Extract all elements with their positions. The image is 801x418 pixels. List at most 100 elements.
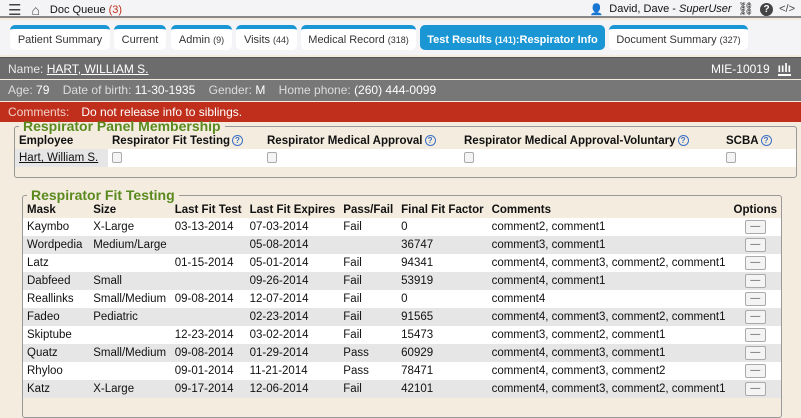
cell-final-fit-factor: 53919: [397, 272, 488, 290]
cell-comments: comment2, comment1: [487, 218, 730, 236]
employee-link[interactable]: Hart, William S.: [19, 152, 99, 164]
cell-size: [89, 362, 171, 380]
table-row: Rhyloo 09-01-2014 11-21-2014 Pass 78471 comme…: [23, 362, 781, 380]
cell-comments: comment4, comment3, comment2, comment1: [487, 380, 730, 398]
cell-options: —: [729, 380, 781, 398]
link-icon[interactable]: ⛓: [737, 1, 755, 16]
col-options: Options: [733, 204, 777, 216]
cell-last-fit-test: 01-15-2014: [170, 254, 246, 272]
cell-mask: Fadeo: [23, 308, 90, 326]
tab-medical-record[interactable]: Medical Record (318): [301, 25, 416, 50]
table-row: Fadeo Pediatric 02-23-2014 Fail 91565 comment…: [23, 308, 781, 326]
cell-options: —: [729, 326, 781, 344]
cell-comments: comment4: [487, 290, 730, 308]
cell-last-fit-expires: 11-21-2014: [245, 362, 340, 380]
cell-final-fit-factor: 78471: [397, 362, 488, 380]
cell-last-fit-expires: 12-06-2014: [245, 380, 340, 398]
patient-name-bar: Name: HART, WILLIAM S. MIE-10019 ıılı: [0, 57, 801, 79]
options-button[interactable]: —: [744, 310, 766, 324]
cell-last-fit-expires: 03-02-2014: [245, 326, 340, 344]
user-role: SuperUser: [679, 3, 732, 15]
patient-phone: (260) 444-0099: [354, 83, 437, 97]
cell-comments: comment4, comment3, comment2: [487, 362, 730, 380]
medical-voluntary-checkbox[interactable]: [464, 152, 474, 164]
tab-current[interactable]: Current: [114, 25, 166, 50]
cell-pass-fail: Pass: [339, 344, 398, 362]
cell-final-fit-factor: 91565: [397, 308, 488, 326]
fit-testing-checkbox[interactable]: [112, 152, 122, 164]
chart-icon[interactable]: ıılı: [777, 60, 791, 76]
patient-age: 79: [36, 83, 50, 97]
cell-last-fit-expires: 09-26-2014: [245, 272, 340, 290]
doc-queue-label: Doc Queue: [49, 4, 106, 16]
options-button[interactable]: —: [744, 382, 766, 396]
menu-icon[interactable]: ☰: [8, 2, 22, 19]
col-mask: Mask: [27, 204, 56, 216]
tab-admin[interactable]: Admin (9): [171, 25, 232, 50]
cell-mask: Latz: [23, 254, 90, 272]
help-icon[interactable]: ?: [760, 2, 774, 16]
medical-approval-checkbox[interactable]: [267, 152, 277, 164]
cell-comments: comment4, comment3, comment2, comment1: [487, 308, 730, 326]
options-button[interactable]: —: [744, 238, 766, 252]
col-medical-approval: Respirator Medical Approval?: [263, 133, 460, 149]
patient-info-bar: Age: 79 Date of birth: 11-30-1935 Gender…: [0, 80, 801, 101]
cell-options: —: [729, 308, 781, 326]
cell-pass-fail: Fail: [339, 380, 398, 398]
panel-membership: Respirator Panel Membership Employee Res…: [14, 119, 797, 178]
options-button[interactable]: —: [744, 292, 766, 306]
help-icon[interactable]: ?: [760, 135, 772, 146]
home-icon[interactable]: ⌂: [31, 2, 40, 18]
cell-size: X-Large: [89, 218, 171, 236]
cell-pass-fail: Fail: [339, 308, 398, 326]
cell-options: —: [729, 236, 781, 254]
cell-size: Small/Medium: [89, 344, 171, 362]
cell-options: —: [729, 344, 781, 362]
cell-final-fit-factor: 60929: [397, 344, 488, 362]
user-menu[interactable]: David, Dave - SuperUser: [609, 3, 732, 15]
help-icon[interactable]: ?: [232, 135, 243, 146]
code-icon[interactable]: </>: [779, 3, 795, 15]
tab-patient-summary[interactable]: Patient Summary: [10, 25, 110, 50]
cell-comments: comment4, comment3, comment1: [487, 344, 730, 362]
options-button[interactable]: —: [744, 346, 766, 360]
fit-testing-panel: Respirator Fit Testing Mask Size Last Fit …: [22, 188, 782, 418]
cell-mask: Rhyloo: [23, 362, 90, 380]
fit-testing-table: Mask Size Last Fit Test Last Fit Expires Pas…: [23, 202, 781, 398]
tab-visits[interactable]: Visits (44): [236, 25, 297, 50]
cell-size: Pediatric: [89, 308, 171, 326]
name-label: Name:: [8, 62, 44, 76]
cell-mask: Dabfeed: [23, 272, 90, 290]
tab-test-results[interactable]: Test Results (141):Respirator Info: [420, 25, 605, 50]
options-button[interactable]: —: [744, 364, 766, 378]
cell-comments: comment4, comment3, comment2, comment1: [487, 254, 730, 272]
top-bar: ☰ ⌂ Doc Queue (3) 👤 David, Dave - SuperU…: [0, 0, 801, 19]
cell-size: Small/Medium: [89, 290, 171, 308]
options-button[interactable]: —: [744, 220, 766, 234]
user-name: David, Dave: [609, 3, 670, 15]
col-pass-fail: Pass/Fail: [343, 204, 394, 216]
cell-pass-fail: Fail: [339, 218, 398, 236]
cell-pass-fail: Pass: [339, 362, 398, 380]
col-comments: Comments: [491, 204, 552, 216]
cell-mask: Katz: [23, 380, 90, 398]
patient-gender: M: [255, 83, 266, 97]
table-row: Latz 01-15-2014 05-01-2014 Fail 94341 comment…: [23, 254, 781, 272]
doc-queue-link[interactable]: Doc Queue (3): [50, 4, 122, 16]
help-icon[interactable]: ?: [677, 135, 689, 146]
options-button[interactable]: —: [744, 328, 766, 342]
cell-pass-fail: Fail: [339, 326, 398, 344]
tab-document-summary[interactable]: Document Summary (327): [609, 25, 748, 50]
scba-checkbox[interactable]: [726, 152, 736, 164]
cell-options: —: [729, 272, 781, 290]
cell-pass-fail: [339, 236, 398, 254]
help-icon[interactable]: ?: [424, 135, 436, 146]
patient-name-link[interactable]: HART, WILLIAM S.: [46, 62, 149, 76]
options-button[interactable]: —: [744, 274, 766, 288]
table-row: Quatz Small/Medium 09-08-2014 01-29-2014 Pas…: [23, 344, 781, 362]
cell-final-fit-factor: 0: [397, 218, 488, 236]
options-button[interactable]: —: [744, 256, 766, 270]
cell-mask: Quatz: [23, 344, 90, 362]
cell-pass-fail: Fail: [339, 290, 398, 308]
patient-mrn: MIE-10019: [710, 62, 770, 76]
